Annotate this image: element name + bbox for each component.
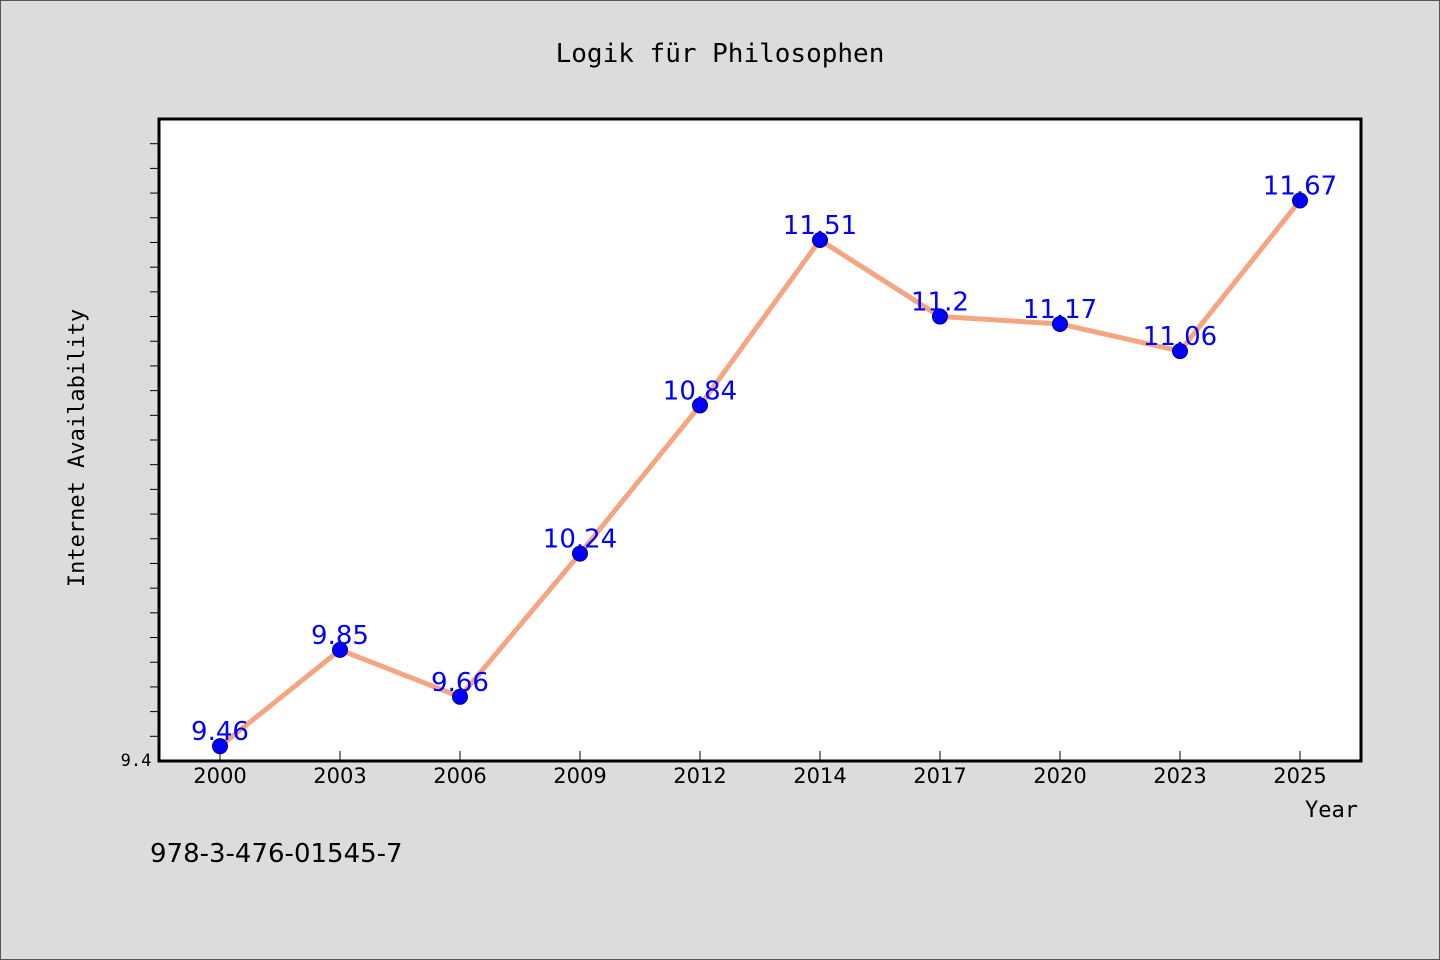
x-tick-label: 2003 [313,764,366,788]
data-label: 10.84 [663,376,737,406]
chart-title: Logik für Philosophen [556,39,885,69]
series-line [217,197,1303,749]
data-label: 11.06 [1143,322,1217,352]
x-tick-label: 2017 [913,764,966,788]
x-tick-label: 2000 [193,764,246,788]
x-tick-label: 2025 [1273,764,1326,788]
data-label: 11.51 [783,211,857,241]
data-point-marker [572,545,588,562]
x-axis-ticks: 2000 2003 2006 2009 2012 2014 2017 2020 2023 2025 [193,751,1327,788]
y-axis-ticks [150,143,159,737]
data-label: 10.24 [543,525,617,555]
data-point-marker [932,308,948,325]
plot-area [157,117,1363,763]
isbn-text: 978-3-476-01545-7 [150,839,403,869]
data-point-marker [812,231,828,248]
x-tick-label: 2012 [673,764,726,788]
data-label: 9.66 [431,668,489,698]
data-point-marker [332,641,348,658]
data-labels-group: 9.46 9.85 9.66 10.24 10.84 11.51 11.2 11.17 11.0… [191,171,1337,747]
data-label: 9.85 [311,621,369,651]
x-tick-label: 2023 [1153,764,1206,788]
data-label: 11.2 [911,288,969,318]
data-point-marker [1052,315,1068,332]
markers-group [212,192,1308,755]
x-axis-label: Year [1305,798,1358,823]
y-axis-label: Internet Availability [65,309,90,587]
data-point-marker [212,738,228,755]
data-label: 11.17 [1023,295,1097,325]
data-label: 11.67 [1263,171,1337,201]
x-tick-label: 2006 [433,764,486,788]
data-label: 9.46 [191,717,249,747]
x-tick-label: 2009 [553,764,606,788]
data-point-marker [1292,192,1308,209]
series-line-group [217,197,1303,749]
x-tick-label: 2014 [793,764,846,788]
y-tick-label: 9.4 [121,751,152,771]
x-tick-label: 2020 [1033,764,1086,788]
data-point-marker [1172,343,1188,360]
data-point-marker [692,397,708,414]
data-point-marker [452,688,468,705]
